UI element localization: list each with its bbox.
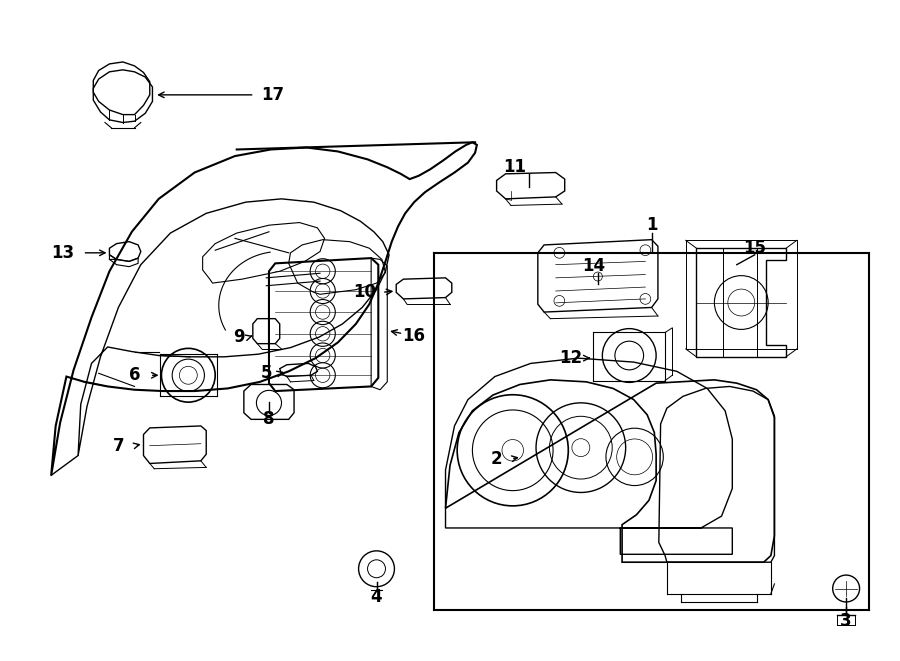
Text: 5: 5	[260, 364, 272, 382]
Text: 8: 8	[263, 410, 274, 428]
Text: 12: 12	[560, 349, 582, 367]
Text: 9: 9	[234, 328, 245, 346]
Text: 3: 3	[841, 613, 852, 631]
Text: 13: 13	[51, 244, 75, 262]
Text: 6: 6	[129, 366, 140, 384]
Text: 7: 7	[112, 437, 124, 455]
Text: 1: 1	[646, 216, 657, 234]
Text: 2: 2	[491, 450, 502, 468]
Text: 14: 14	[581, 257, 605, 275]
Text: 11: 11	[503, 158, 526, 176]
Text: 17: 17	[261, 86, 284, 104]
Text: 15: 15	[743, 239, 766, 257]
Text: 10: 10	[354, 284, 376, 301]
Text: 16: 16	[402, 327, 426, 345]
Text: 4: 4	[371, 588, 382, 606]
